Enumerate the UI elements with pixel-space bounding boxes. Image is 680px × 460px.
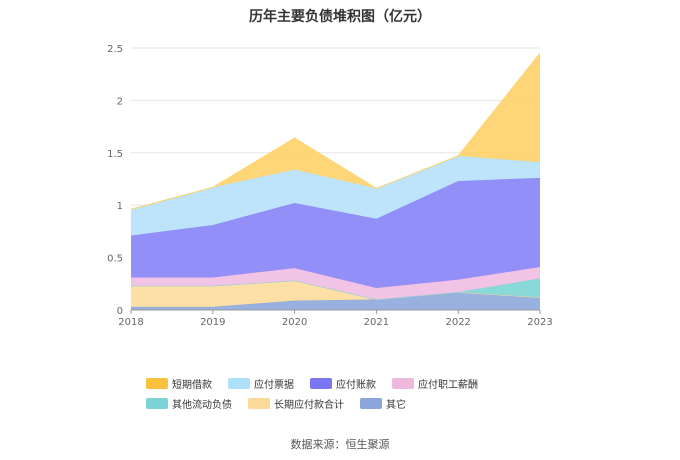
y-tick-label: 2 <box>117 96 123 107</box>
legend-label: 长期应付款合计 <box>274 399 344 411</box>
x-tick-label: 2018 <box>118 317 143 328</box>
y-tick-label: 1.5 <box>107 149 123 160</box>
legend-swatch <box>248 397 270 409</box>
legend-label: 应付票据 <box>254 379 294 391</box>
legend-label: 其它 <box>386 399 406 411</box>
legend-item[interactable]: 长期应付款合计 <box>248 396 344 411</box>
legend-swatch <box>146 377 168 389</box>
legend-swatch <box>360 397 382 409</box>
y-tick-label: 1 <box>117 201 123 212</box>
legend-item[interactable]: 应付票据 <box>228 376 294 391</box>
area-series <box>131 155 540 236</box>
area-series <box>131 53 540 210</box>
x-tick-label: 2022 <box>445 317 470 328</box>
legend-item[interactable]: 应付职工薪酬 <box>392 376 478 391</box>
y-tick-label: 2.5 <box>107 44 123 55</box>
legend-label: 其他流动负债 <box>172 399 232 411</box>
x-tick-label: 2023 <box>527 317 552 328</box>
area-series <box>131 177 540 288</box>
chart-title: 历年主要负债堆积图（亿元） <box>249 9 431 25</box>
y-tick-label: 0.5 <box>107 254 123 265</box>
legend-item[interactable]: 短期借款 <box>146 376 212 391</box>
legend-label: 短期借款 <box>172 379 212 391</box>
legend-swatch <box>310 377 332 389</box>
legend-swatch <box>146 397 168 409</box>
legend-swatch <box>228 377 250 389</box>
area-series <box>131 267 540 300</box>
area-series-line <box>130 52 541 210</box>
chart-legend: 短期借款 应付票据 应付账款 应付职工薪酬其他流动负债 长期应付款合计 其它 <box>146 376 566 411</box>
legend-label: 应付职工薪酬 <box>418 379 478 391</box>
y-tick-label: 0 <box>117 306 123 317</box>
legend-item[interactable]: 其它 <box>360 396 406 411</box>
legend-item[interactable]: 其他流动负债 <box>146 396 232 411</box>
legend-label: 应付账款 <box>336 379 376 391</box>
source-label: 数据来源： <box>290 438 346 451</box>
x-tick-label: 2021 <box>364 317 389 328</box>
source-value: 恒生聚源 <box>345 438 390 451</box>
area-series <box>131 280 540 307</box>
data-source: 数据来源：恒生聚源 <box>0 436 680 452</box>
x-tick-label: 2020 <box>282 317 307 328</box>
x-tick-label: 2019 <box>200 317 225 328</box>
legend-item[interactable]: 应付账款 <box>310 376 376 391</box>
legend-swatch <box>392 377 414 389</box>
